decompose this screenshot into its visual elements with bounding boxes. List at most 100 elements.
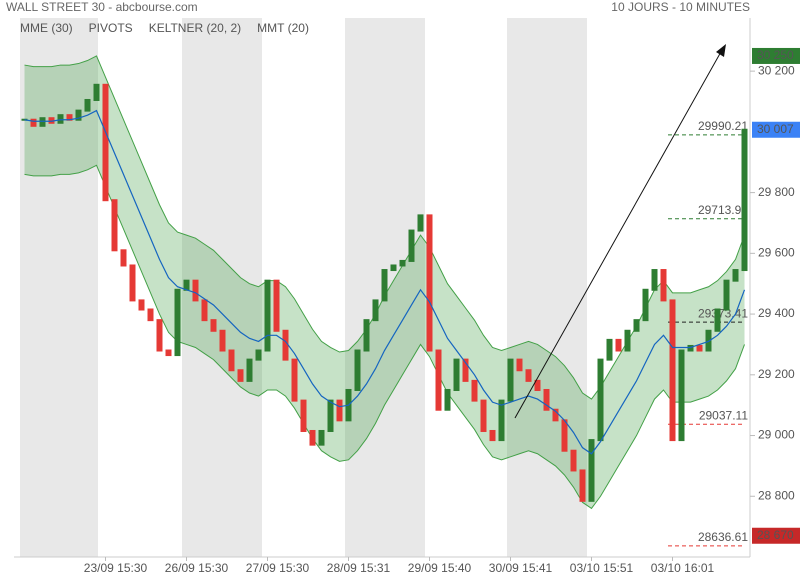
candle [66,114,73,121]
candle [651,269,658,291]
y-tick-label: 29 400 [758,306,795,320]
candle [579,469,586,502]
legend-item: KELTNER (20, 2) [149,21,241,35]
candle [336,399,343,422]
pivot-label: 28636.61 [698,530,748,544]
candle [129,264,136,302]
candle [399,259,406,267]
x-tick-label: 29/09 15:40 [408,561,472,575]
candle [228,349,235,372]
y-tick-label: 28 800 [758,488,795,502]
candle [426,214,433,352]
candle [102,83,109,202]
plot: MME (30) PIVOTS KELTNER (20, 2) MMT (20) 28 … [20,21,795,575]
candle [291,358,298,402]
chart-subtitle: 10 JOURS - 10 MINUTES [611,0,750,14]
candle [156,319,163,352]
candle [687,344,694,352]
candle [48,117,55,124]
candle [462,358,469,382]
candle [201,299,208,322]
candle [246,358,253,382]
candle [84,98,91,112]
candle [507,358,514,402]
candle [741,128,748,272]
pivot-label: 29373.41 [698,306,748,320]
x-tick-label: 03/10 16:01 [651,561,715,575]
candle [174,288,181,357]
candle [210,319,217,332]
keltner-band [24,55,745,509]
candle [534,379,541,391]
candle [138,299,145,311]
candle [633,319,640,332]
candle [309,429,316,446]
candle [642,288,649,322]
candle [120,249,127,267]
candle [453,358,460,391]
candle [570,449,577,472]
y-tick-label: 29 000 [758,428,795,442]
candle [714,308,721,332]
candle [615,338,622,352]
candle [660,269,667,302]
x-tick-label: 26/09 15:30 [165,561,229,575]
candle [552,408,559,422]
candle [147,308,154,322]
legend-item: MMT (20) [257,21,309,35]
candle [480,399,487,432]
candle [561,419,568,452]
candle [300,399,307,432]
candle [705,329,712,352]
candle [111,199,118,252]
x-tick-label: 28/09 15:31 [327,561,391,575]
y-tick-label: 30 200 [758,63,795,77]
candle [489,429,496,442]
candle [732,269,739,282]
y-tick-label: 29 200 [758,367,795,381]
candle [354,349,361,391]
candle [435,349,442,411]
candle [417,214,424,232]
candle [444,388,451,411]
pivot-label: 29037.11 [699,408,748,422]
price-box [752,121,800,138]
candle [696,344,703,352]
candle [165,349,172,357]
candle [390,264,397,272]
mme-line [24,109,746,455]
candle [273,279,280,332]
x-tick-label: 27/09 15:30 [246,561,310,575]
candle [543,388,550,411]
candle [192,279,199,302]
candle [372,299,379,322]
chart-title: WALL STREET 30 - abcbourse.com [6,0,198,14]
price-box [752,527,800,544]
candle [408,229,415,262]
price-box-label: 28 670 [757,528,794,542]
price-box [752,47,800,64]
candle [723,279,730,311]
candle [255,349,262,361]
candle [219,329,226,352]
y-tick-label: 29 800 [758,185,795,199]
candle [498,399,505,442]
candle [39,117,46,127]
candle [75,109,82,121]
x-tick-label: 23/09 15:30 [84,561,148,575]
candle [588,439,595,502]
y-tick-label: 29 600 [758,246,795,260]
candle [327,399,334,432]
candle [516,358,523,372]
legend-item: MME (30) [20,21,73,35]
price-box-label: 30 250 [757,48,794,62]
legend-item: PIVOTS [89,21,133,35]
pivot-label: 29713.91 [698,203,748,217]
candle [624,329,631,352]
candle [318,429,325,446]
candle [606,338,613,361]
candle [30,118,37,127]
price-box-label: 30 007 [757,122,794,136]
candle [678,349,685,442]
candle [237,369,244,382]
